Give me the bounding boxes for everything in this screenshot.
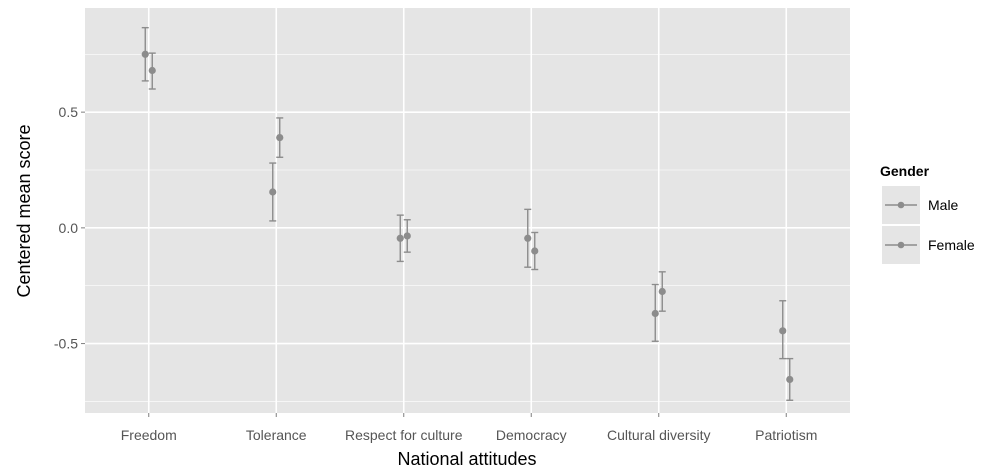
- y-axis-title: Centered mean score: [14, 124, 34, 297]
- point-male-1: [269, 188, 277, 196]
- y-tick-label-2: 0.5: [59, 104, 79, 120]
- y-tick-label-0: -0.5: [54, 336, 78, 352]
- x-tick-label-3: Democracy: [496, 427, 567, 443]
- y-tick-label-1: 0.0: [59, 220, 79, 236]
- point-female-5: [786, 375, 794, 384]
- x-tick-label-2: Respect for culture: [345, 427, 463, 443]
- point-male-2: [396, 234, 404, 242]
- x-tick-label-0: Freedom: [121, 427, 177, 443]
- x-tick-label-4: Cultural diversity: [607, 427, 710, 443]
- point-female-2: [403, 232, 411, 240]
- point-female-0: [148, 66, 156, 75]
- point-female-1: [276, 134, 284, 142]
- grid-lines: [85, 8, 850, 413]
- point-male-5: [779, 327, 787, 335]
- legend: Gender Male Female: [880, 163, 975, 264]
- legend-point-female: [897, 241, 905, 249]
- data-marks: [141, 26, 794, 401]
- x-tick-label-5: Patriotism: [755, 427, 817, 443]
- legend-label-female: Female: [928, 237, 975, 253]
- plot-panel: [85, 8, 850, 413]
- point-male-4: [651, 309, 659, 318]
- legend-label-male: Male: [928, 197, 959, 213]
- legend-title: Gender: [880, 163, 930, 179]
- x-tick-label-1: Tolerance: [246, 427, 307, 443]
- point-female-4: [658, 287, 666, 296]
- point-female-3: [531, 247, 539, 255]
- point-male-3: [524, 234, 532, 242]
- legend-point-male: [897, 201, 905, 209]
- x-axis-title: National attitudes: [397, 449, 536, 468]
- point-male-0: [141, 50, 149, 58]
- axis-ticks: -0.5 0.0 0.5 Freedom Tolerance Respect for cu…: [54, 104, 817, 443]
